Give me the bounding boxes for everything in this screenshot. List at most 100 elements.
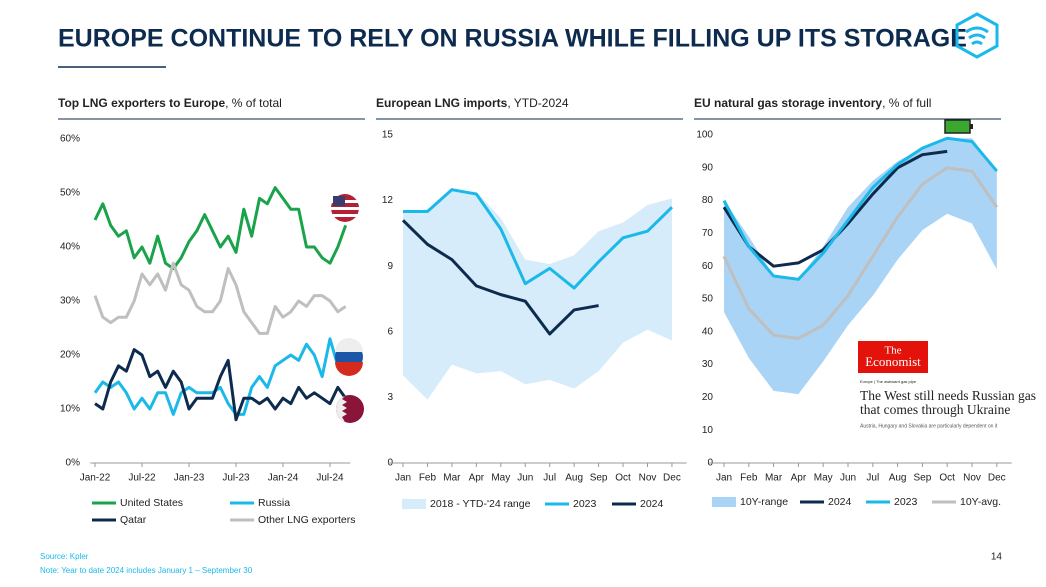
y-tick-label: 12 <box>382 195 394 206</box>
inset-headline: The West still needs Russian gas <box>860 388 1036 403</box>
x-tick-label: Nov <box>963 473 981 484</box>
y-tick-label: 90 <box>702 162 714 173</box>
series-line <box>93 186 348 271</box>
chart: Top LNG exporters to Europe, % of total 0… <box>58 96 365 526</box>
legend-label: United States <box>120 497 183 509</box>
chart-title-unit: , % of total <box>225 96 282 110</box>
y-tick-label: 30% <box>60 296 80 307</box>
y-tick-label: 40 <box>702 326 714 337</box>
slide-title: EUROPE CONTINUE TO RELY ON RUSSIA WHILE … <box>58 25 967 53</box>
x-tick-label: Jan-23 <box>174 473 205 484</box>
x-tick-label: Jul-23 <box>222 473 250 484</box>
y-tick-label: 60% <box>60 134 80 145</box>
y-tick-label: 20 <box>702 392 714 403</box>
legend-label: Other LNG exporters <box>258 514 355 526</box>
range-band <box>724 138 997 395</box>
legend-label: 2024 <box>828 496 852 508</box>
x-tick-label: Mar <box>443 473 461 484</box>
y-tick-label: 40% <box>60 242 80 253</box>
y-tick-label: 80 <box>702 195 714 206</box>
x-tick-label: Jan-24 <box>268 473 299 484</box>
y-tick-label: 9 <box>387 261 393 272</box>
y-tick-label: 10 <box>702 425 714 436</box>
chart-title-unit: , % of full <box>882 96 931 110</box>
source: Source: Kpler <box>40 552 89 561</box>
legend-label: 2023 <box>573 498 597 510</box>
y-tick-label: 0% <box>66 458 81 469</box>
legend-label: 10Y-range <box>740 496 788 508</box>
x-tick-label: Jul-22 <box>128 473 156 484</box>
flag-us <box>331 194 359 222</box>
y-tick-label: 3 <box>387 392 393 403</box>
chart: European LNG imports, YTD-202403691215Ja… <box>376 96 687 510</box>
masthead: The <box>884 345 901 357</box>
x-tick-label: Jun <box>840 473 856 484</box>
series-line <box>94 348 347 422</box>
x-tick-label: Sep <box>914 473 932 484</box>
y-tick-label: 60 <box>702 261 714 272</box>
x-tick-label: Mar <box>765 473 783 484</box>
x-tick-label: Feb <box>740 473 758 484</box>
chart-title: Top LNG exporters to Europe, % of total <box>58 96 282 110</box>
x-tick-label: Jul-24 <box>316 473 344 484</box>
y-tick-label: 100 <box>696 130 713 141</box>
y-tick-label: 20% <box>60 350 80 361</box>
x-tick-label: Dec <box>988 473 1006 484</box>
note: Note: Year to date 2024 includes January… <box>40 566 253 575</box>
series-line <box>403 188 674 290</box>
y-tick-label: 50% <box>60 188 80 199</box>
chart-title-unit: , YTD-2024 <box>507 96 568 110</box>
x-tick-label: Dec <box>663 473 681 484</box>
x-tick-label: Jan <box>395 473 411 484</box>
x-tick-label: Apr <box>469 473 485 484</box>
flag-qatar <box>336 395 364 423</box>
series-line <box>401 219 599 336</box>
series-line <box>722 166 999 340</box>
legend-label: 2018 - YTD-'24 range <box>430 498 531 510</box>
legend-label: 2023 <box>894 496 918 508</box>
x-tick-label: Jul <box>543 473 556 484</box>
masthead: Economist <box>865 354 921 369</box>
inset-headline: that comes through Ukraine <box>860 402 1010 417</box>
x-tick-label: Oct <box>615 473 631 484</box>
y-tick-label: 50 <box>702 294 714 305</box>
x-tick-label: Aug <box>565 473 583 484</box>
x-tick-label: Aug <box>889 473 907 484</box>
legend-label: Qatar <box>120 514 147 526</box>
y-tick-label: 6 <box>387 326 393 337</box>
chart: EU natural gas storage inventory, % of f… <box>694 96 1012 508</box>
legend-swatch <box>712 497 736 507</box>
chart-title-main: EU natural gas storage inventory <box>694 96 882 110</box>
x-tick-label: Apr <box>791 473 807 484</box>
y-tick-label: 30 <box>702 359 714 370</box>
series-line <box>722 136 998 281</box>
legend-swatch <box>402 499 426 509</box>
chart-title: EU natural gas storage inventory, % of f… <box>694 96 931 110</box>
economist-inset: The Economist Europe | The awkward gas p… <box>858 341 1036 429</box>
x-tick-label: May <box>814 473 833 484</box>
range-band <box>403 189 672 400</box>
page-number: 14 <box>991 552 1003 563</box>
legend-label: Russia <box>258 497 290 509</box>
x-tick-label: Jan <box>716 473 732 484</box>
x-tick-label: Jul <box>866 473 879 484</box>
legend-label: 10Y-avg. <box>960 496 1001 508</box>
battery-icon <box>944 119 973 134</box>
series-line <box>93 337 347 416</box>
y-tick-label: 10% <box>60 404 80 415</box>
x-tick-label: Nov <box>639 473 657 484</box>
legend-label: 2024 <box>640 498 664 510</box>
x-tick-label: Sep <box>590 473 608 484</box>
chart-title: European LNG imports, YTD-2024 <box>376 96 569 110</box>
x-tick-label: May <box>491 473 510 484</box>
series-line <box>93 261 347 335</box>
x-tick-label: Jan-22 <box>80 473 111 484</box>
inset-section: Europe | The awkward gas pipe <box>860 379 917 384</box>
chart-title-main: European LNG imports <box>376 96 508 110</box>
chart-title-main: Top LNG exporters to Europe <box>58 96 225 110</box>
x-tick-label: Jun <box>517 473 533 484</box>
x-tick-label: Oct <box>939 473 955 484</box>
inset-standfirst: Austria, Hungary and Slovakia are partic… <box>860 423 998 429</box>
